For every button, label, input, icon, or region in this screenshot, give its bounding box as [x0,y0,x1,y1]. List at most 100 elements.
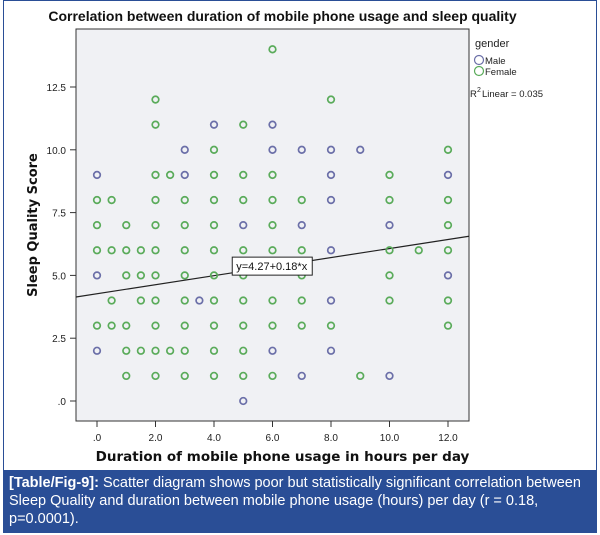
point-female [165,346,175,355]
point-male [268,120,277,129]
point-female [151,296,160,305]
point-female [122,346,131,355]
point-female [209,195,219,205]
point-male [195,296,204,305]
point-male [239,396,248,406]
point-female [239,371,248,381]
point-female [209,371,219,381]
point-female [209,296,219,305]
point-female [443,195,453,205]
point-female [414,246,423,255]
point-female [151,371,160,381]
point-female [443,145,453,154]
chart-title: Correlation between duration of mobile p… [48,8,516,24]
point-female [209,221,219,230]
point-female [107,321,116,330]
point-female [136,246,146,255]
point-female [239,321,248,330]
figure-caption: [Table/Fig-9]: Scatter diagram shows poo… [3,470,597,533]
caption-label: [Table/Fig-9]: [9,475,99,491]
point-male [326,195,336,205]
legend-marker-male [473,54,485,66]
legend-marker-female [473,65,485,77]
point-female [268,45,277,54]
y-tick-label: 5.0 [52,271,66,282]
point-female [443,296,453,305]
point-female [268,170,277,180]
y-axis-label: Sleep Quality Score [26,153,41,297]
x-tick-label: 4.0 [207,433,221,444]
point-female [385,170,394,180]
point-female [209,246,219,255]
point-female [122,371,131,381]
point-male [443,170,453,180]
point-male [297,145,306,154]
caption-text: Scatter diagram shows poor but statistic… [9,475,581,527]
point-male [385,371,394,381]
point-female [385,271,394,280]
point-female [443,221,453,230]
point-female [107,246,116,255]
fit-label: y=4.27+0.18*x [236,261,307,273]
y-tick-label: 10.0 [47,146,67,157]
point-male [443,271,453,280]
point-male [326,145,336,154]
point-female [239,346,248,355]
point-female [297,296,306,305]
point-male [92,346,102,355]
point-female [136,296,146,305]
scatter-chart: Correlation between duration of mobile p… [26,8,543,465]
point-female [209,321,219,330]
point-female [443,246,453,255]
point-female [92,195,102,205]
x-tick-label: .0 [93,433,102,444]
x-tick-label: 10.0 [380,433,400,444]
point-female [151,95,160,104]
point-female [92,221,102,230]
point-female [92,246,102,255]
point-female [268,321,277,330]
point-female [151,195,160,205]
point-female [151,271,160,280]
point-female [297,195,306,205]
point-female [180,195,189,205]
point-female [326,95,336,104]
point-female [209,346,219,355]
point-female [385,195,394,205]
point-female [268,246,277,255]
point-female [180,371,189,381]
fit-label-box [231,256,313,276]
x-tick-label: 8.0 [324,433,338,444]
point-female [136,271,146,280]
point-male [297,221,306,230]
x-tick-label: 2.0 [149,433,163,444]
point-female [239,120,248,129]
point-female [297,246,306,255]
legend-label-female: Female [485,67,517,78]
point-male [268,346,277,355]
point-male [385,221,394,230]
point-female [268,221,277,230]
point-female [180,321,189,330]
point-female [180,246,189,255]
point-female [297,321,306,330]
point-female [92,321,102,330]
point-male [356,145,365,154]
point-female [180,296,189,305]
point-female [151,346,160,355]
point-female [151,120,160,129]
point-female [385,246,394,255]
point-male [297,371,306,381]
point-male [326,246,336,255]
point-male [92,170,102,180]
r2-label-text: Linear = 0.035 [482,89,543,100]
point-female [107,296,116,305]
point-male [326,170,336,180]
point-female [122,321,131,330]
point-female [122,221,131,230]
point-male [92,271,102,280]
point-female [443,321,453,330]
point-female [239,296,248,305]
point-male [180,170,189,180]
point-female [151,221,160,230]
